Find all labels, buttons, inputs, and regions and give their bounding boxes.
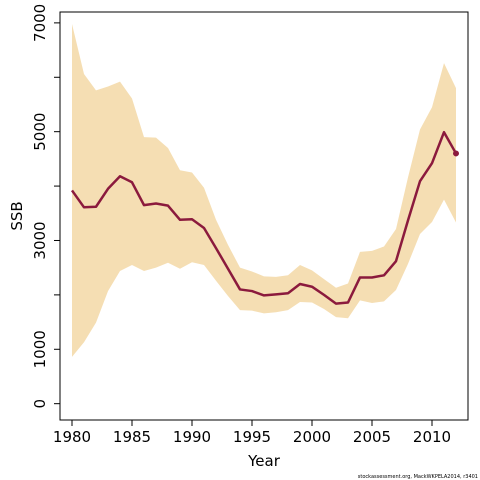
y-tick-label: 7000 xyxy=(31,4,49,42)
y-axis: 0 1000 3000 5000 7000 xyxy=(31,4,60,409)
x-axis-title: Year xyxy=(247,452,281,470)
x-tick-label: 1990 xyxy=(173,428,211,446)
confidence-band-layer xyxy=(72,23,456,357)
y-tick-label: 3000 xyxy=(31,221,49,259)
y-axis-title: SSB xyxy=(8,201,26,230)
plot-frame xyxy=(59,11,469,421)
ssb-line xyxy=(70,130,458,305)
x-tick-label: 1980 xyxy=(53,428,91,446)
x-axis: 1980 1985 1990 1995 2000 2005 2010 xyxy=(53,420,451,446)
y-tick-label: 5000 xyxy=(31,113,49,151)
x-tick-label: 2005 xyxy=(353,428,391,446)
x-tick-label: 2000 xyxy=(293,428,331,446)
x-tick-label: 1985 xyxy=(113,428,151,446)
y-tick-label: 0 xyxy=(31,399,49,409)
series-line-layer xyxy=(70,130,459,305)
credit-text: stockassessment.org, MackWKPELA2014, r34… xyxy=(358,474,478,480)
x-tick-label: 1995 xyxy=(233,428,271,446)
confidence-band xyxy=(72,23,456,357)
x-tick-label: 2010 xyxy=(413,428,451,446)
y-tick-label: 1000 xyxy=(31,330,49,368)
ssb-last-point xyxy=(453,150,459,157)
